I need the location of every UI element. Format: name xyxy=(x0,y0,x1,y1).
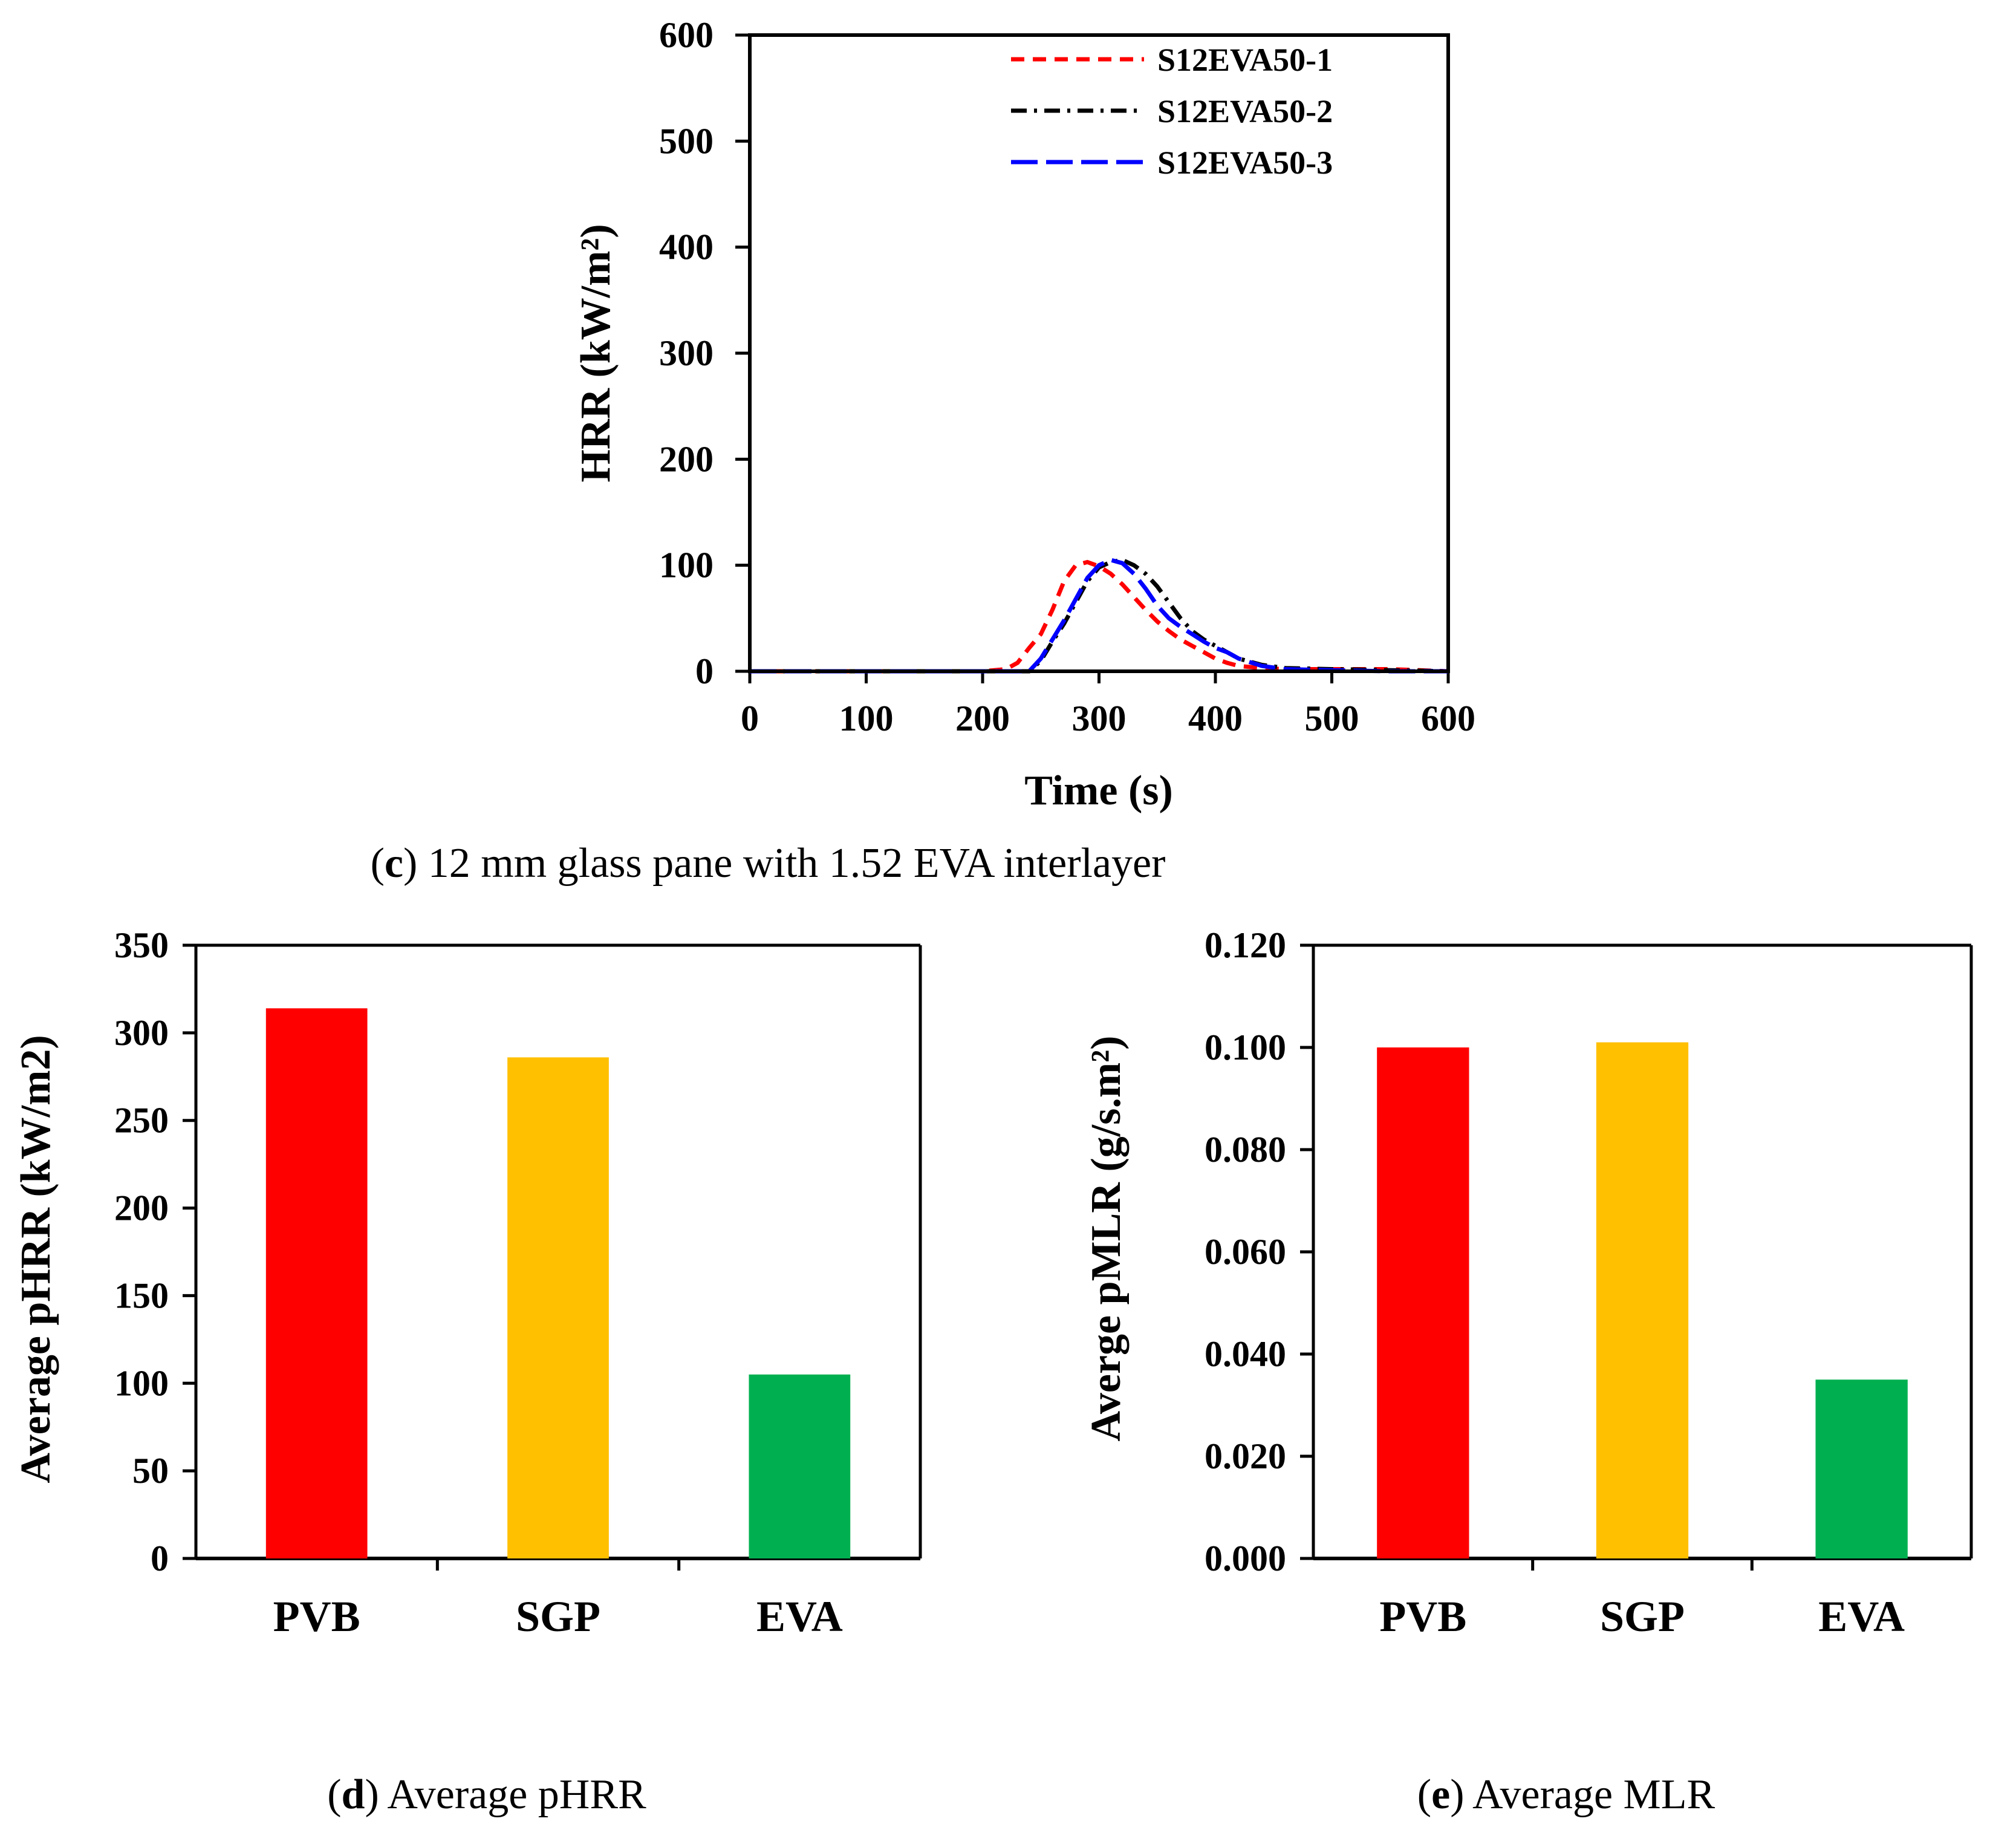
hrr-y-tick-label: 600 xyxy=(659,15,714,55)
hrr-caption: (c) 12 mm glass pane with 1.52 EVA inter… xyxy=(371,840,1166,887)
phrr-bar-chart: 0 50 100 150 200 250 300 350 PVB SGP EVA Average … xyxy=(13,925,922,1818)
hrr-y-tick-label: 0 xyxy=(695,651,714,691)
phrr-y-tick-label: 100 xyxy=(114,1363,169,1403)
hrr-y-tick-label: 300 xyxy=(659,333,714,373)
hrr-series-line-3 xyxy=(750,558,1448,674)
mlr-category-label: PVB xyxy=(1379,1592,1466,1641)
mlr-bar-eva xyxy=(1815,1379,1908,1558)
mlr-y-tick-label: 0.100 xyxy=(1205,1027,1286,1067)
phrr-category-label: EVA xyxy=(756,1592,843,1641)
phrr-y-axis-title: Average pHRR (kW/m2) xyxy=(13,1035,59,1483)
phrr-caption: (d) Average pHRR xyxy=(327,1771,646,1818)
hrr-x-tick-label: 600 xyxy=(1421,698,1475,738)
hrr-series-line-2 xyxy=(750,558,1449,674)
hrr-caption-letter: c xyxy=(385,840,403,887)
mlr-bars xyxy=(1377,1042,1908,1558)
mlr-category-labels: PVB SGP EVA xyxy=(1379,1558,1905,1641)
hrr-y-tick-label: 200 xyxy=(659,439,714,479)
phrr-caption-letter: d xyxy=(342,1771,365,1818)
mlr-y-tick-label: 0.120 xyxy=(1205,925,1286,965)
phrr-y-tick-label: 250 xyxy=(114,1101,169,1141)
mlr-bar-chart: 0.000 0.020 0.040 0.060 0.080 0.100 0.120 PVB S… xyxy=(1083,925,1973,1818)
phrr-y-tick-label: 50 xyxy=(132,1451,169,1491)
hrr-y-tick-label: 400 xyxy=(659,227,714,267)
mlr-caption-text: Average MLR xyxy=(1465,1771,1715,1818)
phrr-bar-eva xyxy=(749,1374,851,1558)
hrr-caption-text: 12 mm glass pane with 1.52 EVA interlaye… xyxy=(417,840,1165,887)
mlr-y-tick-label: 0.000 xyxy=(1205,1539,1286,1578)
hrr-y-tick-label: 100 xyxy=(659,545,714,585)
mlr-y-tick-label: 0.040 xyxy=(1205,1334,1286,1374)
hrr-series-lines xyxy=(750,558,1449,674)
phrr-y-tick-label: 300 xyxy=(114,1013,169,1053)
phrr-bar-pvb xyxy=(265,1008,368,1558)
hrr-legend-label: S12EVA50-2 xyxy=(1157,93,1333,129)
hrr-x-tick-label: 400 xyxy=(1188,698,1243,738)
hrr-x-tick-label: 100 xyxy=(839,698,894,738)
phrr-bar-sgp xyxy=(507,1057,609,1558)
phrr-bars xyxy=(265,1008,851,1558)
hrr-x-axis-title: Time (s) xyxy=(1024,767,1173,814)
mlr-category-label: SGP xyxy=(1600,1592,1685,1641)
mlr-caption: (e) Average MLR xyxy=(1417,1771,1715,1818)
phrr-y-tick-label: 200 xyxy=(114,1188,169,1228)
hrr-x-tick-label: 0 xyxy=(741,698,759,738)
mlr-category-label: EVA xyxy=(1818,1592,1905,1641)
phrr-y-tick-label: 150 xyxy=(114,1275,169,1315)
mlr-caption-letter: e xyxy=(1431,1771,1450,1818)
mlr-bar-pvb xyxy=(1377,1047,1469,1558)
phrr-category-labels: PVB SGP EVA xyxy=(273,1558,843,1641)
hrr-x-tick-label: 500 xyxy=(1305,698,1359,738)
hrr-y-axis-title: HRR (kW/m²) xyxy=(573,224,619,482)
hrr-x-tick-label: 200 xyxy=(955,698,1010,738)
hrr-x-tick-label: 300 xyxy=(1072,698,1127,738)
mlr-y-tick-label: 0.060 xyxy=(1205,1232,1286,1272)
hrr-series-line-1 xyxy=(750,559,1449,674)
hrr-x-ticks: 0 100 200 300 400 500 600 xyxy=(741,671,1475,738)
hrr-y-ticks: 0 100 200 300 400 500 600 xyxy=(659,15,750,691)
hrr-legend-label: S12EVA50-3 xyxy=(1157,145,1333,181)
mlr-y-tick-label: 0.020 xyxy=(1205,1436,1286,1476)
phrr-caption-text: Average pHRR xyxy=(379,1771,646,1818)
hrr-legend-label: S12EVA50-1 xyxy=(1157,42,1333,78)
phrr-y-tick-label: 0 xyxy=(151,1539,169,1578)
hrr-plot-frame xyxy=(748,33,1450,673)
mlr-y-axis-title: Averge pMLR (g/s.m²) xyxy=(1083,1036,1130,1442)
phrr-y-tick-label: 350 xyxy=(114,925,169,965)
mlr-bar-sgp xyxy=(1596,1042,1689,1558)
hrr-legend: S12EVA50-1 S12EVA50-2 S12EVA50-3 xyxy=(1011,42,1333,181)
hrr-y-tick-label: 500 xyxy=(659,121,714,161)
phrr-category-label: SGP xyxy=(516,1592,600,1641)
phrr-category-label: PVB xyxy=(273,1592,360,1641)
mlr-y-tick-label: 0.080 xyxy=(1205,1130,1286,1170)
